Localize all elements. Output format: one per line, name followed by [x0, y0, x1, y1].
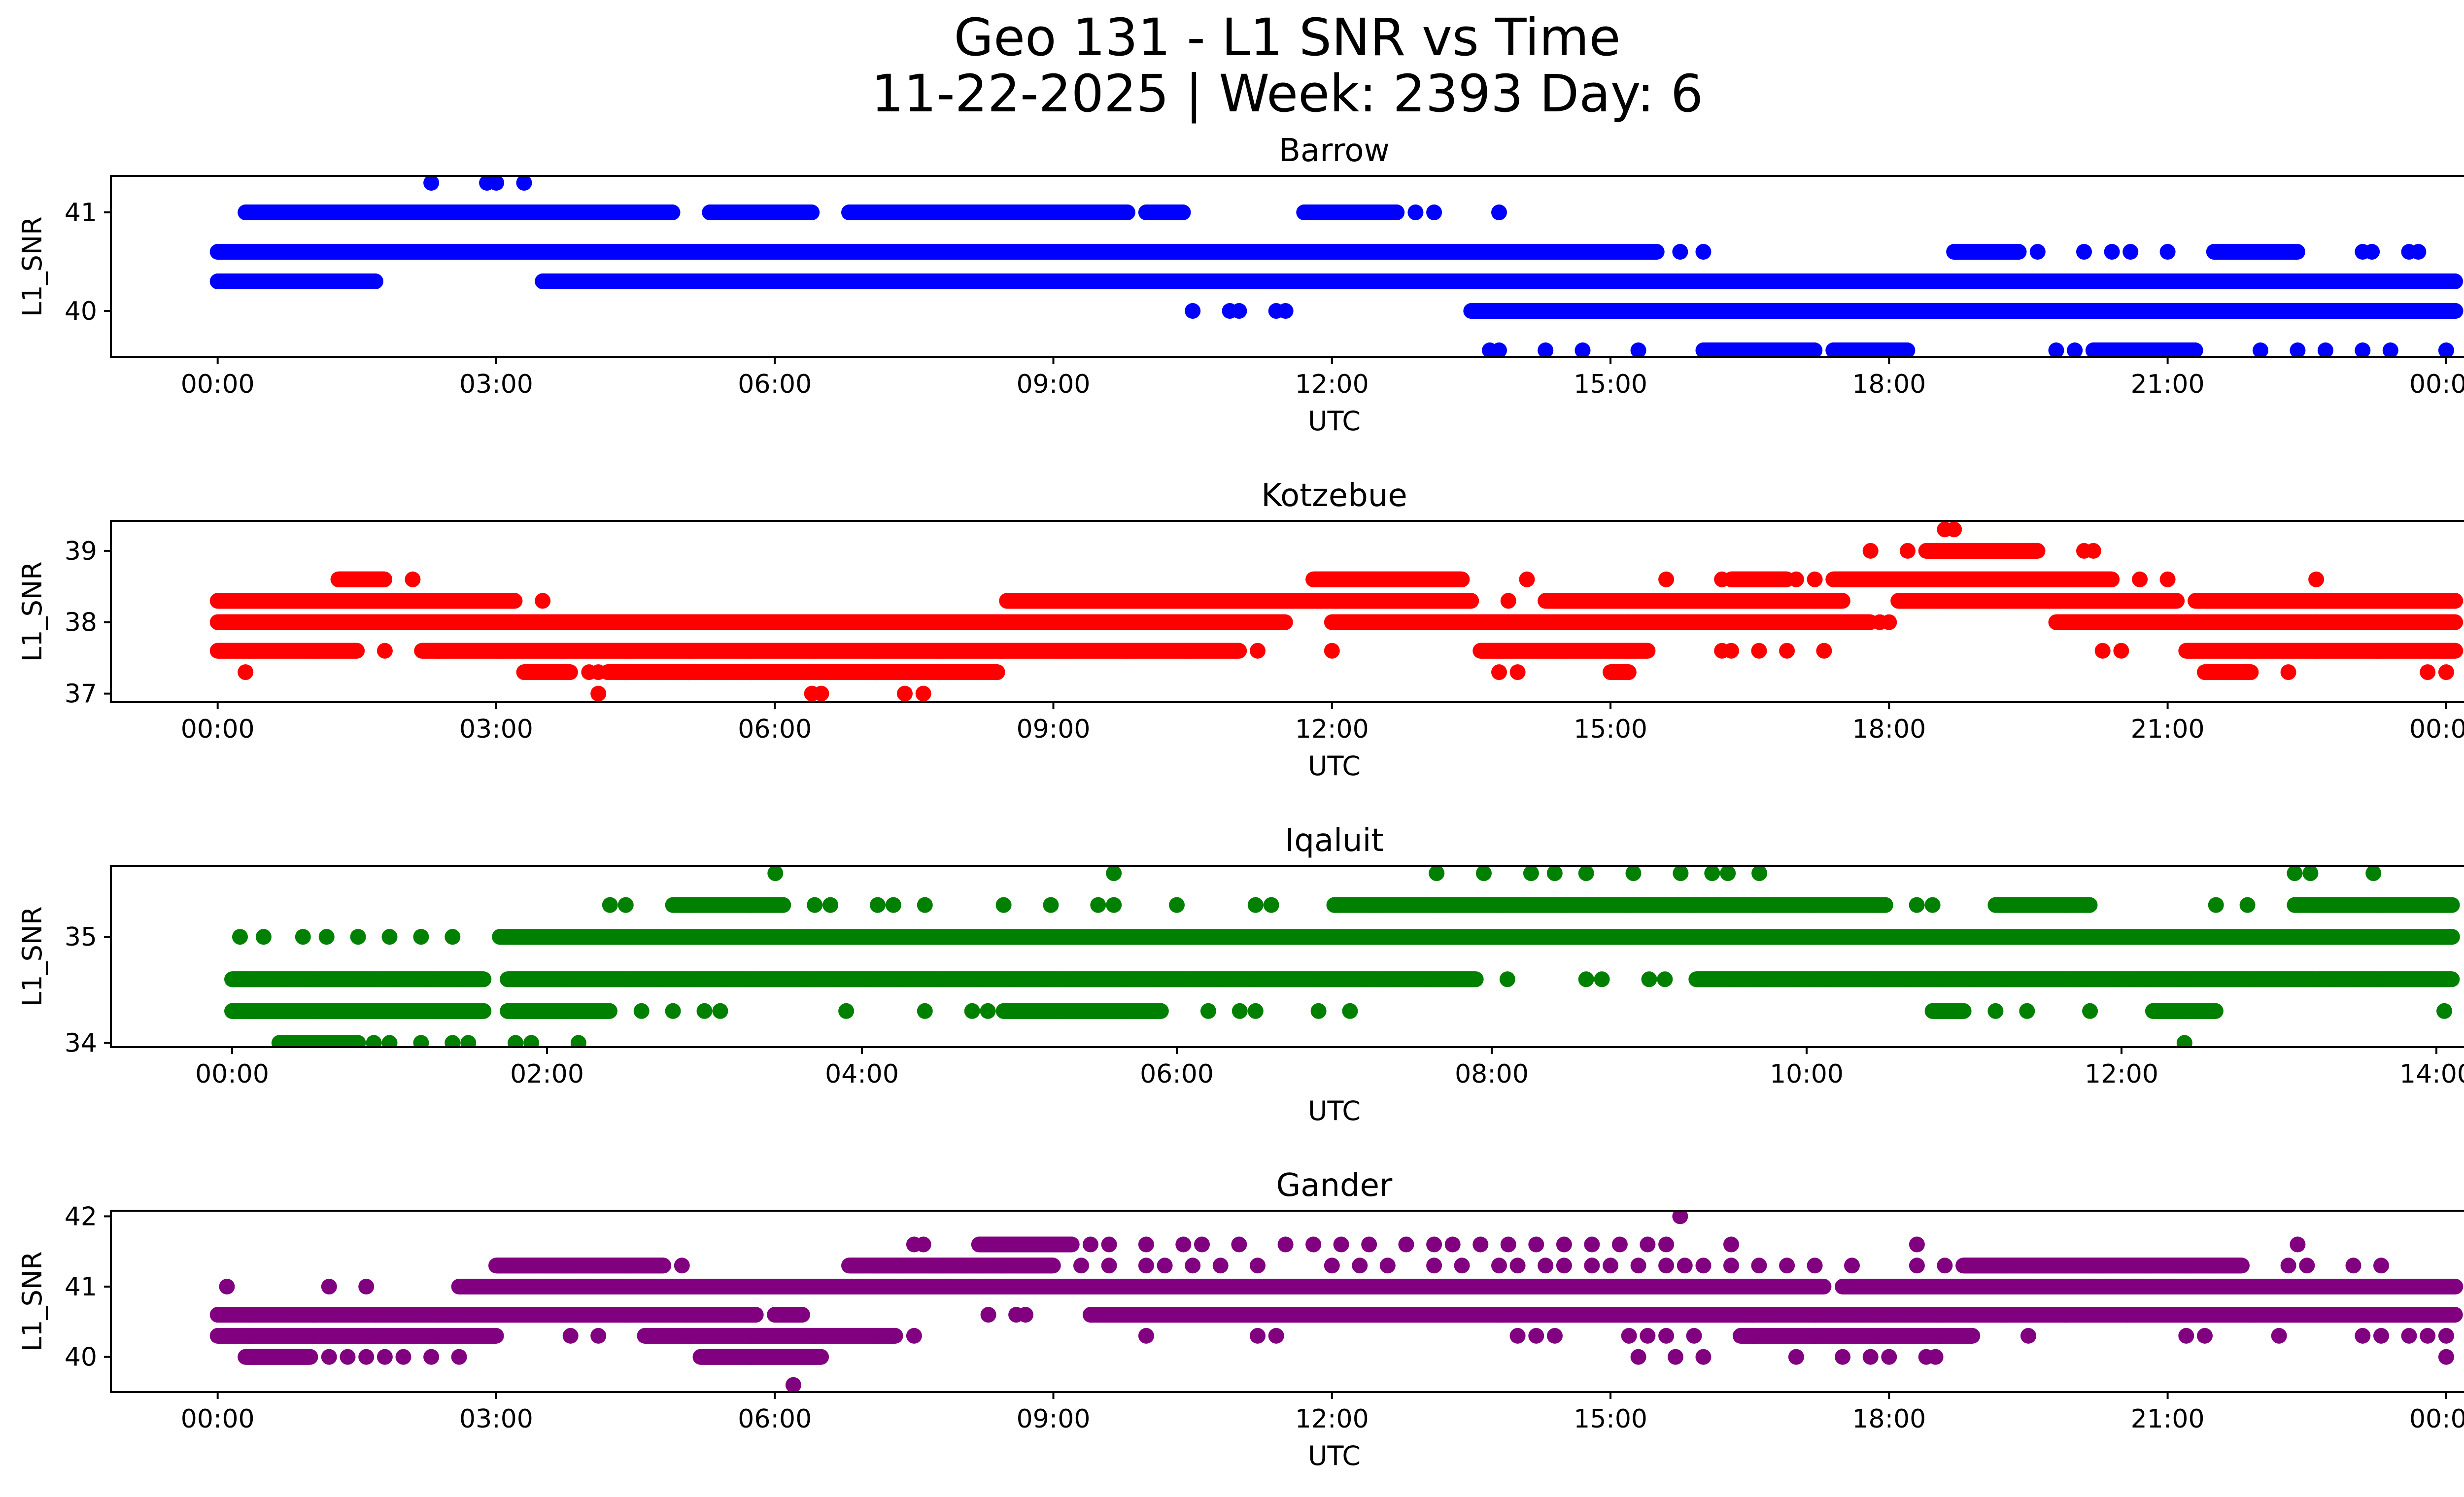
figure-title-line-2: 11-22-2025 | Week: 2393 Day: 6	[871, 64, 1703, 124]
markers-barrow	[209, 176, 2464, 357]
series-barrow-0	[209, 244, 1711, 260]
data-point	[1695, 244, 1711, 260]
data-point	[1648, 244, 1665, 260]
panel-title-barrow: Barrow	[1279, 133, 1390, 169]
series-barrow-1	[209, 273, 2463, 289]
figure-title-line-1: Geo 131 - L1 SNR vs Time	[954, 7, 1620, 68]
data-point	[367, 273, 383, 289]
data-point	[1672, 244, 1688, 260]
